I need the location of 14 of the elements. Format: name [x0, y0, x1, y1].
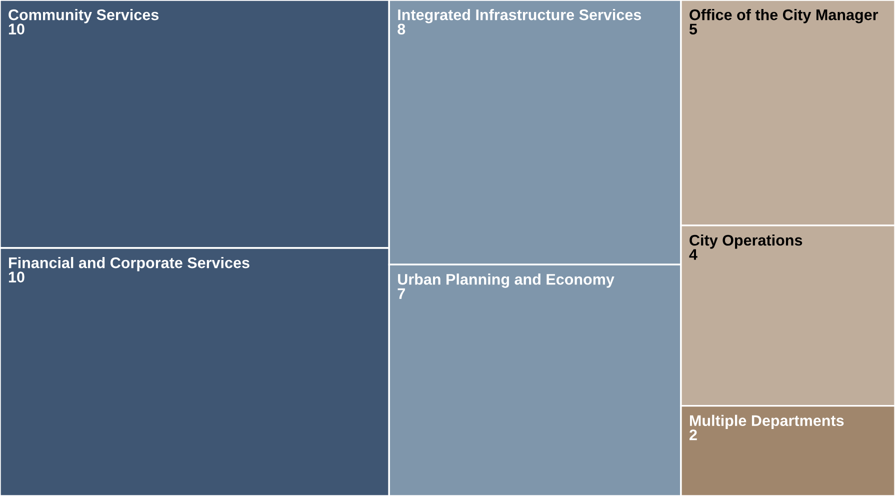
data-label: 2 [690, 429, 697, 440]
data-label: 5 [689, 24, 698, 35]
category-label: City Operations [690, 234, 802, 249]
category-label: Community Services [8, 9, 159, 24]
category-label: Multiple Departments [690, 414, 844, 430]
data-label: 10 [8, 272, 24, 282]
category-label: Office of the City Manager [690, 9, 878, 24]
category-label: Urban Planning and Economy [398, 274, 614, 288]
data-label: 4 [689, 249, 698, 260]
data-label: 7 [398, 288, 405, 299]
category-label: Financial and Corporate Services [9, 257, 250, 272]
data-label: 10 [8, 24, 24, 34]
data-label: 8 [398, 24, 406, 35]
category-label: Integrated Infrastructure Services [398, 9, 642, 24]
